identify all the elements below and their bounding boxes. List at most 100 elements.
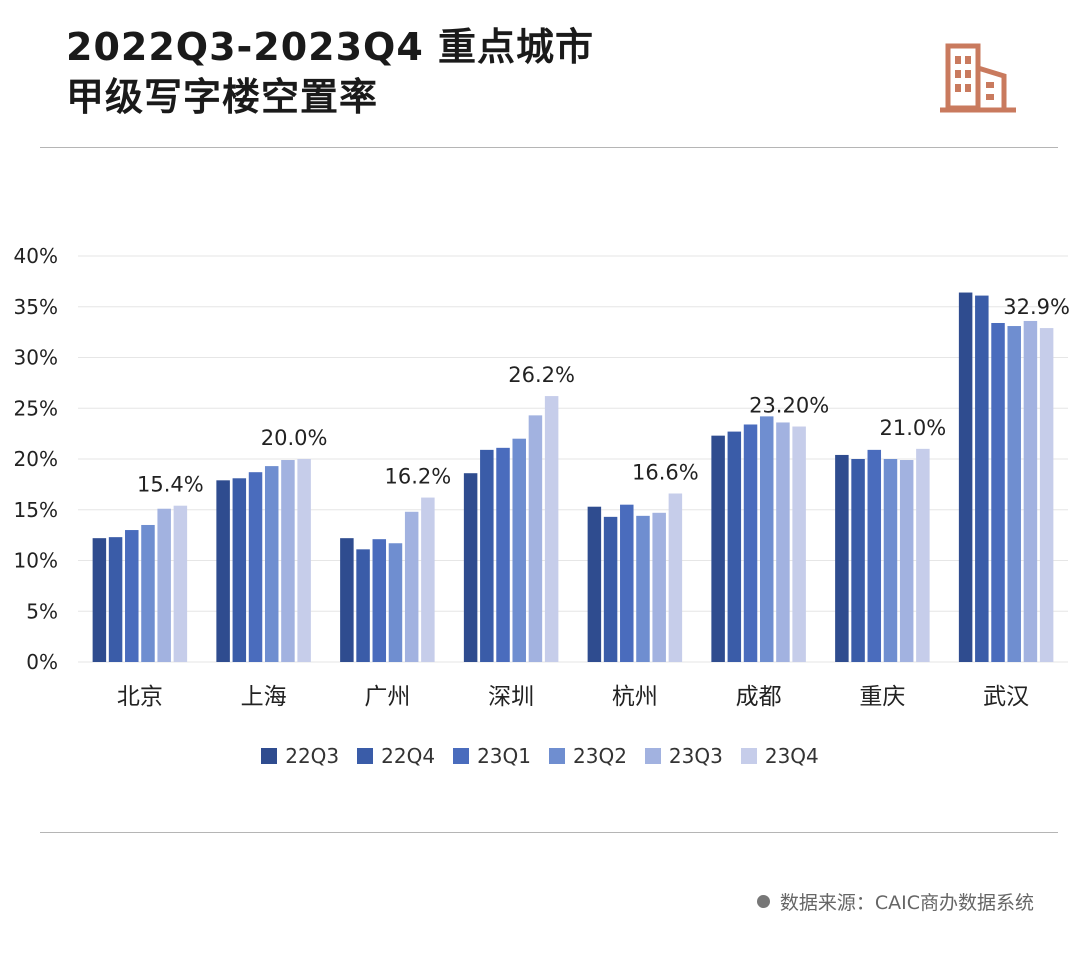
bar-22Q4-2: [356, 549, 370, 662]
source-text: 数据来源：CAIC商办数据系统: [779, 892, 1034, 914]
bar-chart: 0% 5% 10% 15% 20% 25% 30% 35% 40% 15.4% 北京 20.0% 上海 1…: [14, 244, 1070, 710]
bar-23Q2-6: [883, 459, 898, 662]
data-label: 26.2%: [508, 363, 575, 387]
bar-23Q2-0: [141, 524, 155, 662]
bar-22Q4-6: [851, 459, 865, 662]
y-tick-label: 35%: [14, 295, 58, 319]
bar-23Q4-4: [668, 493, 683, 662]
legend-label: 22Q4: [381, 744, 436, 768]
bullet-icon: [756, 895, 770, 908]
legend-item: 23Q1: [453, 744, 531, 768]
legend-item: 23Q4: [740, 744, 819, 768]
bar-23Q1-2: [372, 539, 387, 662]
category-label: 深圳: [488, 684, 534, 710]
data-label: 21.0%: [880, 416, 947, 440]
bar-23Q4-6: [916, 448, 930, 662]
bar-22Q3-3: [463, 473, 478, 662]
bar-22Q3-7: [958, 292, 973, 662]
legend-swatch: [261, 748, 278, 764]
bar-22Q3-6: [835, 454, 849, 662]
legend-label: 23Q3: [668, 744, 723, 768]
source-note: 数据来源：CAIC商办数据系统: [756, 888, 1034, 915]
bar-23Q1-6: [867, 449, 882, 662]
bar-23Q3-6: [899, 460, 914, 662]
bar-22Q4-3: [480, 449, 494, 662]
title-line-1: 2022Q3-2023Q4 重点城市: [66, 25, 595, 69]
category-label: 武汉: [983, 684, 1029, 710]
bar-23Q2-1: [264, 466, 279, 662]
top-divider: [40, 147, 1058, 148]
bar-22Q4-0: [108, 537, 123, 662]
bar-23Q3-4: [652, 512, 666, 662]
legend-item: 22Q4: [357, 744, 435, 768]
bar-22Q3-0: [92, 538, 107, 662]
legend-item: 22Q3: [261, 744, 339, 768]
y-tick-label: 20%: [14, 447, 58, 471]
building-icon: [940, 43, 1016, 113]
y-tick-label: 30%: [14, 346, 58, 370]
bar-23Q1-1: [248, 472, 263, 662]
data-label: 32.9%: [1003, 295, 1070, 319]
bar-23Q3-3: [528, 415, 543, 662]
legend-swatch: [644, 748, 661, 764]
bar-23Q3-1: [281, 460, 295, 662]
legend-label: 22Q3: [285, 744, 340, 768]
legend: 22Q3 22Q4 23Q1 23Q2 23Q3 23Q4: [0, 744, 1080, 768]
bar-23Q1-3: [496, 447, 510, 662]
data-label: 23.20%: [749, 394, 829, 418]
bar-23Q1-7: [991, 322, 1005, 662]
legend-item: 23Q2: [549, 744, 627, 768]
bar-23Q4-3: [544, 396, 559, 662]
bar-23Q2-5: [759, 416, 774, 662]
data-label: 16.6%: [632, 461, 699, 485]
bar-22Q3-2: [340, 538, 354, 662]
legend-item: 23Q3: [644, 744, 723, 768]
bar-23Q4-5: [792, 426, 806, 662]
bar-23Q4-1: [297, 459, 311, 662]
title-line-2: 甲级写字楼空置率: [66, 75, 379, 119]
bar-22Q3-1: [216, 480, 230, 662]
category-label: 重庆: [859, 684, 905, 710]
y-tick-label: 15%: [14, 498, 58, 522]
bar-23Q1-4: [620, 504, 634, 662]
bar-22Q4-4: [603, 516, 618, 662]
category-label: 杭州: [612, 684, 658, 710]
data-label: 20.0%: [261, 426, 328, 450]
legend-swatch: [357, 748, 374, 764]
y-tick-label: 10%: [14, 549, 58, 573]
legend-label: 23Q4: [764, 744, 819, 768]
bar-23Q4-7: [1039, 328, 1054, 662]
bar-22Q4-1: [232, 478, 247, 662]
bar-23Q2-3: [512, 438, 526, 662]
bar-22Q4-7: [975, 295, 989, 662]
bar-23Q3-5: [776, 422, 790, 662]
data-label: 16.2%: [385, 465, 452, 489]
bar-23Q2-7: [1007, 326, 1021, 662]
category-label: 上海: [241, 684, 287, 710]
y-tick-label: 5%: [26, 599, 58, 623]
y-tick-label: 0%: [26, 650, 58, 674]
legend-swatch: [549, 748, 565, 764]
bottom-divider: [40, 832, 1058, 833]
legend-swatch: [740, 748, 757, 764]
chart-title: 2022Q3-2023Q4 重点城市 甲级写字楼空置率: [66, 22, 594, 122]
bar-23Q2-2: [388, 543, 403, 662]
bar-23Q3-7: [1023, 320, 1038, 662]
bar-23Q3-2: [404, 511, 419, 662]
y-tick-label: 25%: [14, 396, 58, 420]
category-label: 北京: [117, 684, 163, 710]
bar-23Q3-0: [157, 508, 171, 662]
bar-22Q3-4: [587, 506, 602, 662]
bar-23Q2-4: [636, 515, 650, 662]
legend-swatch: [453, 748, 470, 764]
bar-22Q3-5: [711, 435, 725, 662]
category-label: 成都: [736, 684, 782, 710]
bar-23Q1-5: [743, 424, 758, 662]
bar-22Q4-5: [727, 431, 742, 662]
category-label: 广州: [364, 684, 410, 710]
legend-label: 23Q2: [573, 744, 627, 768]
bar-23Q4-2: [421, 497, 435, 662]
bar-23Q4-0: [173, 505, 188, 662]
legend-label: 23Q1: [477, 744, 531, 768]
data-label: 15.4%: [137, 473, 204, 497]
